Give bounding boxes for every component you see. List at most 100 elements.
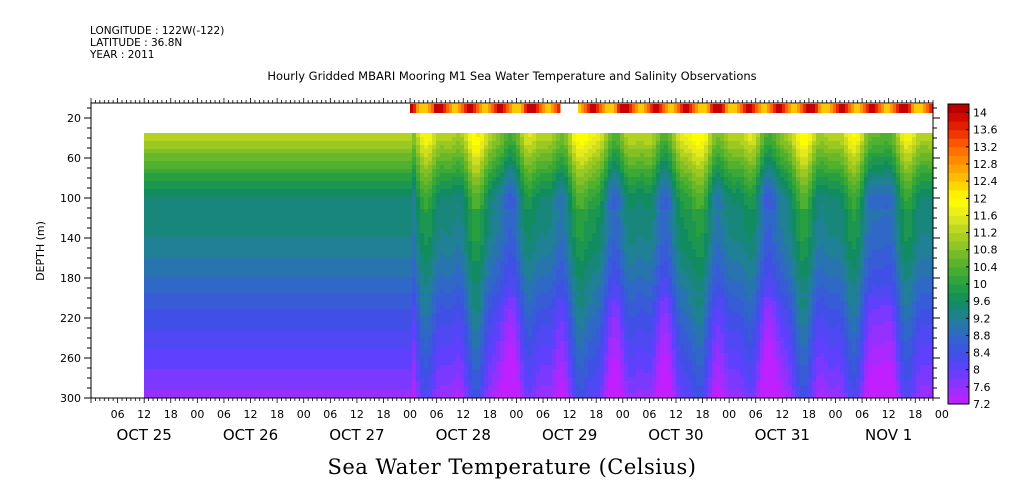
temperature-cell [412,373,417,378]
temperature-cell [260,257,265,262]
temperature-cell [412,349,417,354]
temperature-cell [368,221,373,226]
temperature-cell [156,165,161,170]
temperature-cell [180,241,185,246]
temperature-cell [224,365,229,370]
temperature-cell [320,297,325,302]
temperature-cell [200,165,205,170]
temperature-cell [204,197,209,202]
temperature-cell [296,229,301,234]
temperature-cell [260,281,265,286]
temperature-cell [276,341,281,346]
temperature-cell [268,169,273,174]
temperature-cell [432,269,437,274]
temperature-cell [304,273,309,278]
temperature-cell [340,181,345,186]
temperature-cell [180,337,185,342]
temperature-cell [360,133,365,138]
temperature-cell [392,341,397,346]
temperature-cell [340,133,345,138]
temperature-cell [192,389,197,394]
temperature-cell [360,365,365,370]
temperature-cell [276,133,281,138]
temperature-cell [384,213,389,218]
temperature-cell [392,201,397,206]
temperature-cell [256,325,261,330]
temperature-cell [400,217,405,222]
temperature-cell [280,365,285,370]
temperature-cell [260,133,265,138]
temperature-cell [216,281,221,286]
temperature-cell [308,353,313,358]
temperature-cell [360,361,365,366]
temperature-cell [360,289,365,294]
temperature-cell [420,257,425,262]
temperature-cell [192,265,197,270]
temperature-cell [280,389,285,394]
temperature-cell [356,241,361,246]
temperature-cell [276,329,281,334]
temperature-cell [412,197,417,202]
temperature-cell [188,173,193,178]
temperature-cell [276,213,281,218]
temperature-cell [340,337,345,342]
temperature-cell [224,377,229,382]
temperature-cell [216,373,221,378]
temperature-cell [288,221,293,226]
temperature-cell [392,189,397,194]
temperature-cell [272,193,277,198]
temperature-cell [424,185,429,190]
temperature-cell [156,145,161,150]
temperature-cell [296,365,301,370]
temperature-cell [304,137,309,142]
temperature-cell [332,189,337,194]
temperature-cell [292,345,297,350]
temperature-cell [328,249,333,254]
temperature-cell [408,253,413,258]
temperature-cell [276,261,281,266]
temperature-cell [420,289,425,294]
temperature-cell [192,281,197,286]
temperature-cell [260,369,265,374]
temperature-cell [376,245,381,250]
temperature-cell [320,225,325,230]
temperature-cell [168,257,173,262]
temperature-cell [352,365,357,370]
temperature-cell [224,389,229,394]
temperature-cell [320,217,325,222]
temperature-cell [248,233,253,238]
temperature-cell [356,177,361,182]
temperature-cell [152,217,157,222]
temperature-cell [376,217,381,222]
temperature-cell [336,213,341,218]
temperature-cell [332,253,337,258]
temperature-cell [296,281,301,286]
temperature-cell [348,341,353,346]
temperature-cell [148,365,153,370]
temperature-cell [400,197,405,202]
temperature-cell [416,305,421,310]
temperature-cell [176,201,181,206]
temperature-cell [184,321,189,326]
temperature-cell [188,217,193,222]
temperature-cell [296,141,301,146]
temperature-cell [284,169,289,174]
temperature-cell [420,213,425,218]
temperature-cell [192,285,197,290]
temperature-cell [360,165,365,170]
temperature-cell [296,285,301,290]
temperature-cell [348,253,353,258]
temperature-cell [352,329,357,334]
temperature-cell [432,173,437,178]
temperature-cell [164,333,169,338]
temperature-cell [304,197,309,202]
temperature-cell [268,349,273,354]
temperature-cell [236,313,241,318]
temperature-cell [296,389,301,394]
temperature-cell [304,281,309,286]
temperature-cell [288,297,293,302]
temperature-cell [388,237,393,242]
temperature-cell [212,301,217,306]
temperature-cell [356,301,361,306]
temperature-cell [368,217,373,222]
